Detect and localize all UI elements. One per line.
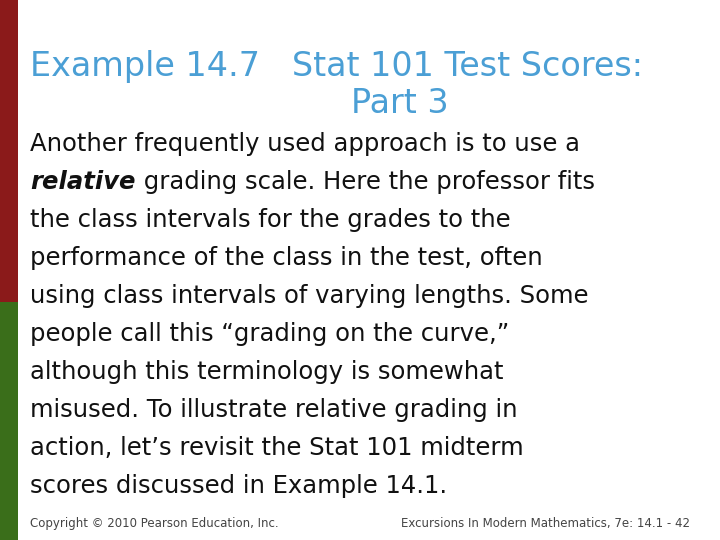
Bar	[0, 0, 18, 302]
Bar	[0, 302, 18, 540]
Text: Example 14.7   Stat 101 Test Scores:: Example 14.7 Stat 101 Test Scores:	[30, 50, 643, 83]
Text: Part 3: Part 3	[351, 87, 449, 120]
Text: scores discussed in Example 14.1.: scores discussed in Example 14.1.	[30, 474, 447, 498]
Text: although this terminology is somewhat: although this terminology is somewhat	[30, 360, 503, 384]
Text: people call this “grading on the curve,”: people call this “grading on the curve,”	[30, 322, 509, 346]
Text: Another frequently used approach is to use a: Another frequently used approach is to u…	[30, 132, 580, 156]
Text: using class intervals of varying lengths. Some: using class intervals of varying lengths…	[30, 284, 588, 308]
Text: misused. To illustrate relative grading in: misused. To illustrate relative grading …	[30, 398, 518, 422]
Text: Copyright © 2010 Pearson Education, Inc.: Copyright © 2010 Pearson Education, Inc.	[30, 517, 279, 530]
Text: Excursions In Modern Mathematics, 7e: 14.1 - 42: Excursions In Modern Mathematics, 7e: 14…	[401, 517, 690, 530]
Text: performance of the class in the test, often: performance of the class in the test, of…	[30, 246, 543, 270]
Text: relative: relative	[30, 170, 135, 194]
Text: the class intervals for the grades to the: the class intervals for the grades to th…	[30, 208, 510, 232]
Text: grading scale. Here the professor fits: grading scale. Here the professor fits	[135, 170, 595, 194]
Text: action, let’s revisit the Stat 101 midterm: action, let’s revisit the Stat 101 midte…	[30, 436, 523, 460]
